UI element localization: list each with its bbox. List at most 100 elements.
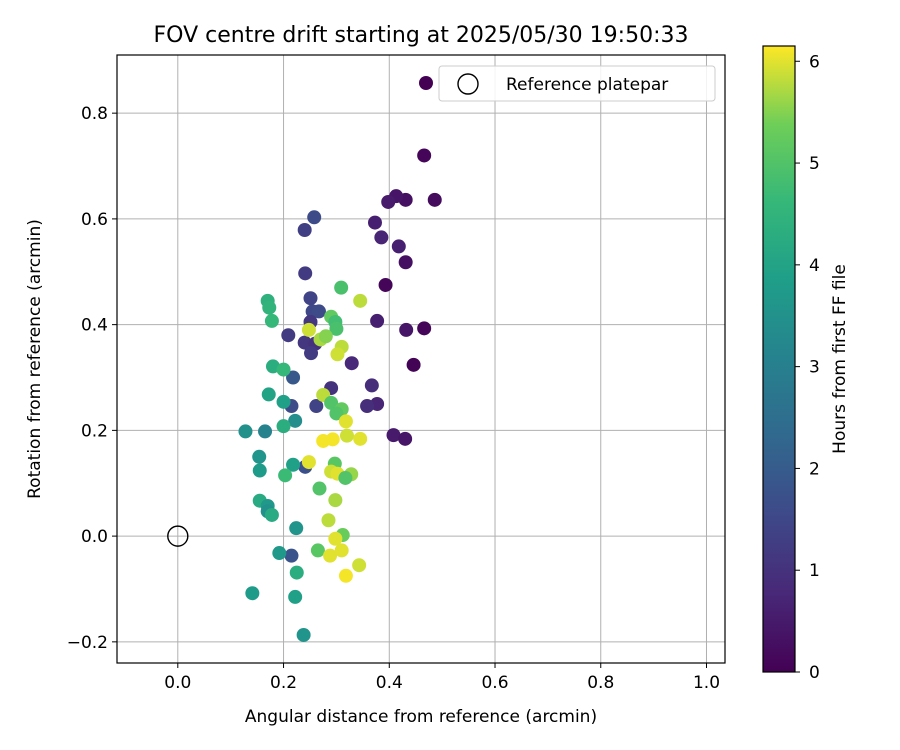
data-point [297, 222, 312, 237]
data-point [288, 413, 303, 428]
data-point [264, 507, 279, 522]
data-point [386, 428, 401, 443]
data-point [261, 387, 276, 402]
data-point [378, 277, 393, 292]
data-point [398, 255, 413, 270]
data-point [324, 395, 339, 410]
y-axis-ticks: −0.2 0.0 0.2 0.4 0.6 0.8 [67, 104, 117, 653]
x-axis-label: Angular distance from reference (arcmin) [245, 707, 597, 727]
data-point [281, 328, 296, 343]
legend-label: Reference platepar [506, 75, 668, 95]
data-point [288, 589, 303, 604]
legend-dot-icon [419, 76, 433, 90]
data-point [328, 493, 343, 508]
data-point [368, 215, 383, 230]
x-tick-label: 0.2 [270, 673, 297, 693]
data-point [329, 406, 344, 421]
y-tick-label: 0.4 [81, 316, 108, 336]
data-point [338, 414, 353, 429]
grid [117, 55, 725, 663]
x-tick-label: 0.8 [587, 673, 614, 693]
data-point [391, 239, 406, 254]
data-point [399, 322, 414, 337]
data-point [353, 431, 368, 446]
chart-title: FOV centre drift starting at 2025/05/30 … [154, 23, 689, 48]
data-point [344, 356, 359, 371]
x-tick-label: 0.4 [376, 673, 403, 693]
data-point [309, 399, 324, 414]
x-tick-label: 0.0 [164, 673, 191, 693]
plot-frame [116, 54, 726, 664]
x-tick-label: 1.0 [693, 673, 720, 693]
data-point [238, 424, 253, 439]
data-point [406, 357, 421, 372]
y-tick-label: 0.2 [81, 421, 108, 441]
colorbar-tick-label: 5 [809, 154, 820, 174]
y-axis-label: Rotation from reference (arcmin) [25, 219, 45, 499]
colorbar: 0 1 2 3 4 5 6 Hours from first FF file [762, 45, 850, 683]
data-point [321, 513, 336, 528]
colorbar-tick-label: 2 [809, 459, 820, 479]
data-point [286, 457, 301, 472]
data-point [370, 313, 385, 328]
data-point [330, 347, 345, 362]
x-axis-ticks: 0.0 0.2 0.4 0.6 0.8 1.0 [164, 663, 720, 693]
data-point [353, 293, 368, 308]
data-point [276, 394, 291, 409]
data-point [360, 399, 375, 414]
colorbar-label: Hours from first FF file [830, 264, 850, 454]
data-point [284, 548, 299, 563]
y-tick-label: −0.2 [67, 633, 108, 653]
data-point [304, 346, 319, 361]
colorbar-tick-label: 3 [809, 358, 820, 378]
data-point [417, 148, 432, 163]
data-point [398, 431, 413, 446]
data-point [278, 468, 293, 483]
data-point [303, 291, 318, 306]
data-point [307, 210, 322, 225]
data-point [276, 419, 291, 434]
data-point [252, 449, 267, 464]
colorbar-tick-label: 6 [809, 52, 820, 72]
x-tick-label: 0.6 [481, 673, 508, 693]
legend-box [438, 65, 716, 102]
legend-ring-icon [457, 73, 479, 95]
colorbar-tick-label: 4 [809, 256, 820, 276]
data-point [323, 548, 338, 563]
data-point [301, 455, 316, 470]
data-point [338, 568, 353, 583]
data-point [325, 432, 340, 447]
colorbar-ticks: 0 1 2 3 4 5 6 [795, 52, 820, 683]
legend: Reference platepar [419, 65, 716, 102]
data-point [311, 304, 326, 319]
data-point [381, 194, 396, 209]
colorbar-gradient [762, 45, 796, 673]
data-point [272, 546, 287, 561]
data-point [334, 543, 349, 558]
y-tick-label: 0.8 [81, 104, 108, 124]
scatter-points [238, 148, 442, 642]
data-point [364, 378, 379, 393]
colorbar-tick-label: 1 [809, 561, 820, 581]
y-tick-label: 0.6 [81, 210, 108, 230]
data-point [328, 531, 343, 546]
data-point [338, 470, 353, 485]
data-point [289, 521, 304, 536]
data-point [262, 300, 277, 315]
reference-platepar-marker [167, 525, 189, 547]
data-point [301, 322, 316, 337]
data-point [298, 266, 313, 281]
colorbar-tick-label: 0 [809, 663, 820, 683]
data-point [265, 359, 280, 374]
data-point [352, 558, 367, 573]
data-point [289, 565, 304, 580]
data-point [334, 280, 349, 295]
data-point [264, 313, 279, 328]
data-point [297, 335, 312, 350]
data-point [312, 481, 327, 496]
data-point [258, 424, 273, 439]
y-tick-label: 0.0 [81, 527, 108, 547]
data-point [245, 586, 260, 601]
data-point [318, 329, 333, 344]
